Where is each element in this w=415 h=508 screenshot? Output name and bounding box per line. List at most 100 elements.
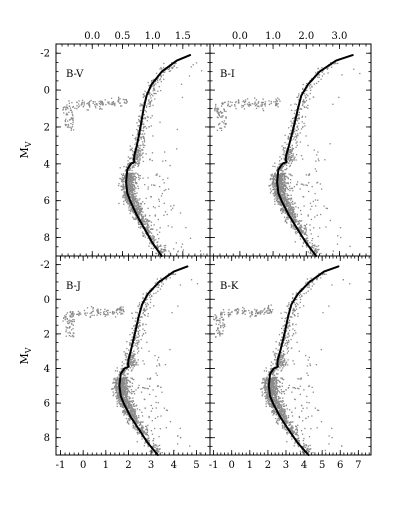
star-point: [145, 228, 147, 230]
star-point: [296, 221, 298, 223]
star-point: [290, 104, 292, 106]
star-point: [277, 196, 279, 199]
star-point: [124, 393, 126, 395]
star-point: [132, 404, 134, 406]
star-point: [126, 406, 128, 408]
star-point: [122, 411, 124, 413]
hb-star-point: [86, 312, 88, 314]
hb-star-point: [276, 100, 279, 102]
star-point: [137, 207, 139, 209]
star-point: [293, 211, 295, 214]
star-point: [137, 187, 140, 190]
star-point: [133, 218, 135, 220]
star-point: [287, 188, 289, 191]
star-point: [128, 407, 130, 409]
star-point: [153, 305, 155, 307]
star-point: [291, 203, 293, 205]
star-point: [142, 425, 144, 427]
blue-star-point: [65, 330, 67, 333]
star-point: [169, 348, 171, 351]
star-point: [120, 370, 123, 372]
star-point: [149, 102, 151, 104]
star-point: [122, 384, 124, 386]
star-point: [160, 80, 162, 83]
hb-star-point: [270, 102, 272, 105]
star-point: [175, 62, 177, 64]
star-point: [135, 139, 137, 141]
hb-star-point: [237, 100, 240, 103]
blue-star-point: [71, 323, 73, 325]
star-point: [293, 117, 296, 120]
star-point: [169, 277, 171, 279]
star-point: [136, 339, 138, 342]
star-point: [169, 70, 172, 72]
star-point: [131, 183, 133, 185]
star-point: [125, 394, 127, 396]
star-point: [311, 185, 313, 188]
star-point: [148, 126, 150, 128]
star-point: [134, 344, 136, 346]
star-point: [160, 277, 162, 279]
star-point: [157, 218, 159, 221]
star-point: [133, 198, 135, 200]
star-point: [146, 427, 148, 429]
star-point: [129, 342, 131, 344]
hb-star-point: [242, 100, 244, 103]
star-point: [310, 252, 312, 255]
star-point: [282, 153, 284, 156]
star-point: [123, 378, 126, 381]
star-point: [289, 173, 292, 176]
star-point: [290, 158, 292, 160]
star-point: [292, 153, 294, 155]
star-point: [180, 246, 183, 248]
star-point: [132, 409, 135, 411]
hb-star-point: [264, 103, 266, 105]
star-point: [146, 218, 149, 221]
star-point: [158, 363, 160, 365]
star-point: [169, 66, 171, 68]
star-point: [131, 196, 133, 198]
star-point: [289, 155, 291, 158]
y-tick-label: 6: [44, 196, 50, 207]
hb-star-point: [98, 102, 101, 105]
star-point: [145, 309, 147, 312]
blue-star-point: [66, 327, 69, 329]
star-point: [129, 180, 132, 182]
star-point: [298, 117, 301, 120]
star-point: [130, 339, 132, 341]
hb-star-point: [76, 108, 78, 110]
star-point: [134, 320, 137, 322]
star-point: [294, 220, 297, 222]
star-point: [294, 231, 297, 233]
star-point: [138, 118, 140, 121]
star-point: [297, 134, 299, 137]
star-point: [128, 180, 130, 182]
star-point: [280, 195, 282, 197]
star-point: [139, 324, 141, 326]
star-point: [296, 118, 299, 120]
hb-star-point: [96, 310, 98, 312]
star-point: [160, 76, 162, 78]
star-point: [137, 305, 139, 307]
star-point: [283, 191, 285, 193]
hb-star-point: [98, 100, 100, 103]
star-point: [309, 202, 312, 204]
star-point: [130, 191, 133, 193]
star-point: [156, 252, 158, 255]
star-point: [133, 329, 135, 331]
hb-star-point: [99, 107, 102, 110]
star-point: [138, 424, 141, 426]
hb-star-point: [116, 309, 118, 311]
star-point: [149, 228, 152, 231]
star-point: [279, 180, 282, 183]
star-point: [318, 76, 320, 78]
star-point: [138, 162, 141, 164]
star-point: [146, 308, 148, 310]
star-point: [135, 195, 137, 197]
star-point: [131, 178, 134, 180]
star-point: [117, 388, 119, 390]
star-point: [282, 165, 285, 168]
star-point: [118, 373, 121, 375]
star-point: [292, 133, 294, 135]
star-point: [316, 182, 318, 184]
